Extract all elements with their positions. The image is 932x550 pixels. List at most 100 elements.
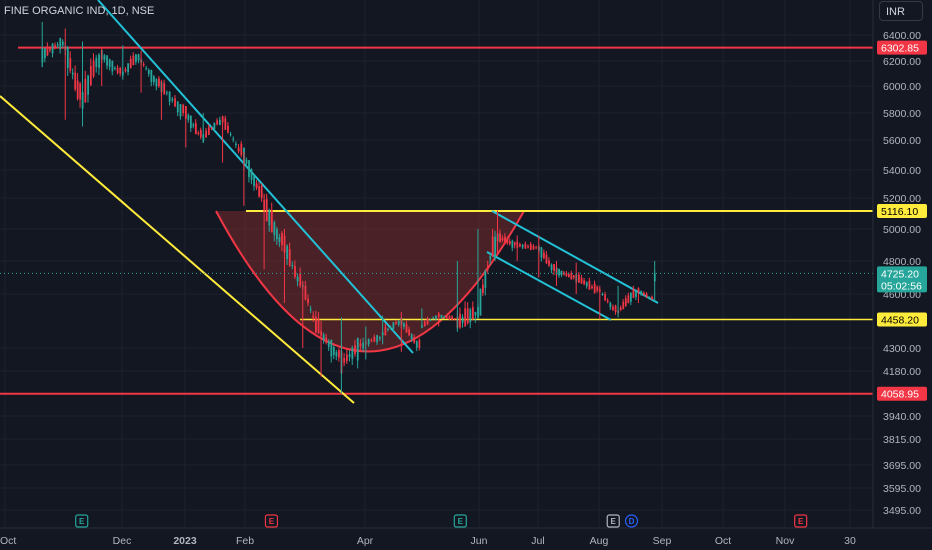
- candle-body: [560, 271, 563, 276]
- candle-body: [258, 186, 261, 197]
- candle-body: [529, 244, 532, 250]
- candle-body: [397, 321, 400, 325]
- candle-body: [155, 79, 158, 87]
- candle-body: [317, 319, 320, 334]
- candle-body: [535, 247, 538, 249]
- candle-body: [545, 254, 548, 264]
- candle-body: [440, 314, 443, 318]
- candle-body: [338, 350, 340, 358]
- candle-body: [558, 268, 560, 276]
- price-tick-label: 3595.00: [883, 483, 921, 495]
- candle-body: [415, 341, 418, 348]
- candle-body: [548, 260, 550, 266]
- time-tick-label: Nov: [776, 535, 795, 547]
- candle-body: [74, 72, 77, 90]
- candle-body: [51, 43, 54, 54]
- event-marker-label: E: [79, 517, 85, 526]
- candle-body: [61, 41, 64, 46]
- candle-body: [376, 335, 379, 343]
- candle-body: [192, 124, 195, 126]
- time-tick-label: 2023: [173, 535, 197, 547]
- candle-body: [464, 308, 467, 327]
- candle-body: [506, 239, 509, 244]
- price-tick-label: 3815.00: [883, 434, 921, 446]
- candle-body: [304, 285, 307, 300]
- candle-body: [578, 274, 580, 283]
- event-marker-label: E: [611, 517, 617, 526]
- candle-body: [451, 316, 454, 321]
- price-tick-label: 5400.00: [883, 165, 921, 177]
- candle-body: [114, 67, 116, 69]
- candle-body: [87, 75, 90, 95]
- currency-button[interactable]: INR: [879, 1, 923, 21]
- time-axis[interactable]: Oct Dec 2023 Feb Apr Jun Jul Aug Sep Oct Nov 30: [0, 527, 932, 547]
- candle-body: [307, 298, 309, 304]
- candle-body: [312, 315, 315, 320]
- candle-body: [98, 54, 100, 68]
- candle-body: [189, 115, 192, 128]
- candle-body: [612, 306, 614, 310]
- candle-body: [281, 233, 283, 245]
- candle-body: [248, 160, 250, 178]
- candle-body: [325, 337, 328, 343]
- candle-body: [106, 55, 108, 66]
- candle-body: [614, 305, 617, 312]
- candle-body: [129, 58, 132, 69]
- candle-body: [648, 296, 651, 299]
- candle-body: [354, 345, 356, 355]
- cup-curve: [215, 210, 525, 353]
- price-tag-label: 4458.20: [881, 315, 919, 327]
- candle-body: [553, 263, 555, 271]
- price-tick-label: 4180.00: [883, 366, 921, 378]
- candle-body: [504, 236, 506, 244]
- candle-body: [640, 290, 643, 295]
- candle-body: [448, 316, 451, 320]
- candle-body: [89, 66, 92, 86]
- candle-body: [124, 69, 127, 72]
- candle-body: [403, 323, 405, 327]
- current-price-tag-box: [877, 266, 927, 293]
- candle-body: [453, 318, 456, 320]
- candle-body: [343, 357, 346, 363]
- price-tag-box: [877, 40, 927, 55]
- time-tick-label: Jul: [531, 535, 544, 547]
- price-tag-label: 6302.85: [881, 43, 919, 55]
- price-tick-label: 4800.00: [883, 256, 921, 268]
- price-axis[interactable]: 6400.00 6200.00 6000.00 5800.00 5600.00 5400.…: [872, 0, 921, 528]
- candle-body: [521, 244, 524, 248]
- price-tick-label: 4300.00: [883, 343, 921, 355]
- candle-body: [147, 69, 150, 74]
- candle-body: [176, 101, 179, 113]
- candle-body: [327, 341, 330, 347]
- price-tag-label: 5116.10: [881, 206, 918, 218]
- candle-body: [237, 147, 240, 152]
- event-marker-label: D: [629, 517, 635, 526]
- candle-body: [187, 114, 190, 120]
- price-tick-label: 5600.00: [883, 135, 921, 147]
- candle-body: [92, 60, 95, 77]
- price-tick-label: 6400.00: [883, 30, 921, 42]
- candle-body: [132, 55, 135, 66]
- candle-body: [296, 276, 299, 282]
- candle-body: [384, 326, 387, 336]
- candle-body: [471, 307, 474, 319]
- candle-body: [224, 118, 227, 130]
- candle-body: [174, 98, 176, 107]
- candle-body: [245, 159, 248, 164]
- candle-body: [588, 280, 591, 290]
- candle-body: [395, 322, 397, 324]
- candle-body: [645, 293, 648, 298]
- candle-body: [216, 120, 219, 125]
- time-tick-label: Oct: [0, 535, 16, 547]
- candle-body: [550, 264, 553, 271]
- candle-body: [49, 48, 51, 51]
- candle-body: [482, 284, 484, 293]
- candle-body: [479, 288, 482, 316]
- price-tag-box: [877, 386, 927, 401]
- price-tick-label: 3495.00: [883, 505, 921, 517]
- candle-body: [627, 295, 630, 304]
- candle-body: [335, 352, 338, 357]
- time-tick-label: Oct: [715, 535, 731, 547]
- price-tick-label: 5800.00: [883, 108, 921, 120]
